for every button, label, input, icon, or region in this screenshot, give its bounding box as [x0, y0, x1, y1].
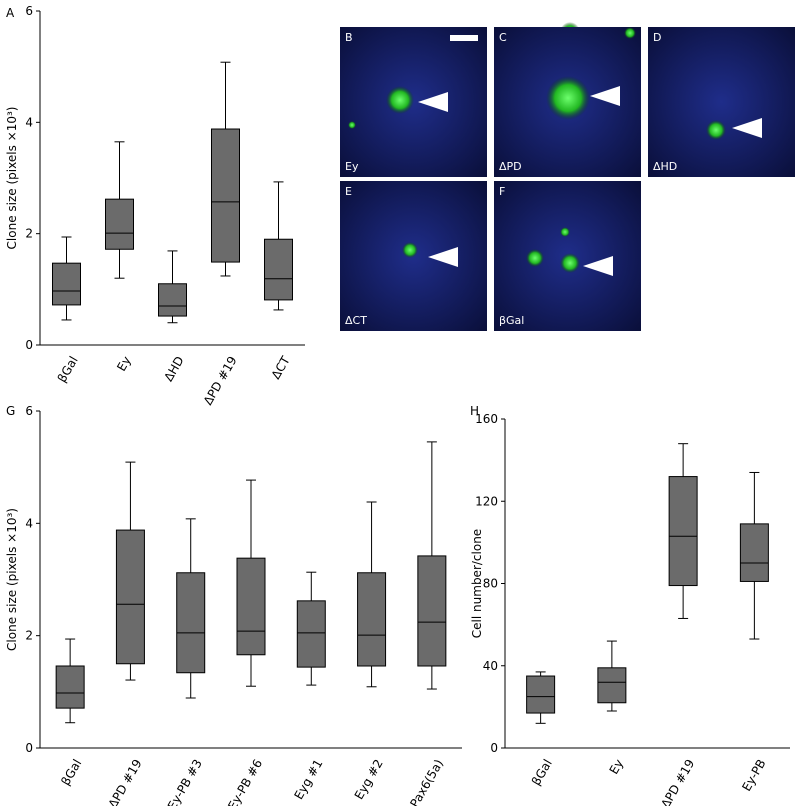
x-tick-label: Ey-PB — [739, 757, 768, 794]
y-axis-label: Clone size (pixels ×10³) — [5, 508, 19, 651]
micrograph — [648, 27, 795, 177]
panel-letter: F — [499, 185, 505, 198]
panel-label: βGal — [499, 314, 524, 327]
y-tick-label: 6 — [25, 4, 33, 18]
x-tick-label: ΔPD #19 — [106, 757, 145, 806]
panel-letter: G — [6, 404, 15, 418]
x-tick-label: Ey — [607, 757, 626, 777]
panel-label: ΔPD — [499, 160, 522, 173]
y-tick-label: 120 — [475, 494, 498, 508]
y-tick-label: 4 — [25, 115, 33, 129]
y-tick-label: 0 — [25, 741, 33, 755]
y-tick-label: 6 — [25, 404, 33, 418]
x-tick-label: Ey-PB #6 — [225, 757, 265, 806]
x-tick-label: Eyg #1 — [291, 757, 325, 802]
panel-letter: E — [345, 185, 352, 198]
panel-label: ΔCT — [345, 314, 367, 327]
box — [739, 523, 769, 582]
clone-signal — [526, 249, 544, 267]
arrowhead — [732, 118, 762, 138]
x-tick-label: ΔHD — [161, 354, 186, 384]
clone-signal — [706, 120, 726, 140]
y-axis-label: Clone size (pixels ×10³) — [5, 107, 19, 250]
x-tick-label: βGal — [58, 757, 84, 788]
x-tick-label: ΔCT — [269, 353, 293, 381]
box — [115, 529, 145, 665]
clone-signal — [348, 121, 356, 129]
box — [211, 128, 240, 263]
scale-bar — [450, 35, 478, 41]
y-tick-label: 4 — [25, 516, 33, 530]
x-tick-label: Pax6(5a) — [407, 757, 446, 806]
clone-signal — [386, 86, 414, 114]
panel-label: Ey — [345, 160, 359, 173]
box — [264, 238, 293, 301]
clone-signal — [546, 76, 590, 120]
clone-signal — [560, 227, 570, 237]
y-tick-label: 0 — [490, 741, 498, 755]
x-tick-label: ΔPD #19 — [201, 354, 240, 408]
box — [417, 555, 447, 667]
box — [176, 572, 206, 674]
y-tick-label: 80 — [483, 577, 498, 591]
box — [105, 198, 134, 250]
y-tick-label: 40 — [483, 659, 498, 673]
x-tick-label: βGal — [55, 354, 81, 385]
panel-letter: H — [470, 404, 479, 418]
arrowhead — [418, 92, 448, 112]
panel-letter: A — [6, 6, 15, 20]
box — [597, 667, 627, 704]
x-tick-label: ΔPD #19 — [658, 757, 697, 806]
y-tick-label: 160 — [475, 412, 498, 426]
x-tick-label: Ey-PB #3 — [165, 757, 205, 806]
y-tick-label: 0 — [25, 338, 33, 352]
x-tick-label: Ey — [114, 354, 133, 374]
box — [668, 476, 698, 587]
box — [357, 572, 387, 667]
panel-label: ΔHD — [653, 160, 677, 173]
y-tick-label: 2 — [25, 227, 33, 241]
box — [55, 665, 85, 709]
box — [296, 600, 326, 668]
arrowhead — [590, 86, 620, 106]
clone-signal — [402, 242, 418, 258]
box — [52, 262, 81, 306]
box — [526, 675, 556, 714]
arrowhead — [583, 256, 613, 276]
panel-letter: D — [653, 31, 661, 44]
y-axis-label: Cell number/clone — [470, 529, 484, 638]
clone-signal — [624, 27, 636, 39]
panel-letter: C — [499, 31, 507, 44]
arrowhead — [428, 247, 458, 267]
clone-signal — [560, 253, 580, 273]
box — [158, 283, 187, 317]
y-tick-label: 2 — [25, 629, 33, 643]
panel-letter: B — [345, 31, 353, 44]
x-tick-label: βGal — [529, 757, 555, 788]
x-tick-label: Eyg #2 — [352, 757, 386, 802]
box — [236, 557, 266, 656]
